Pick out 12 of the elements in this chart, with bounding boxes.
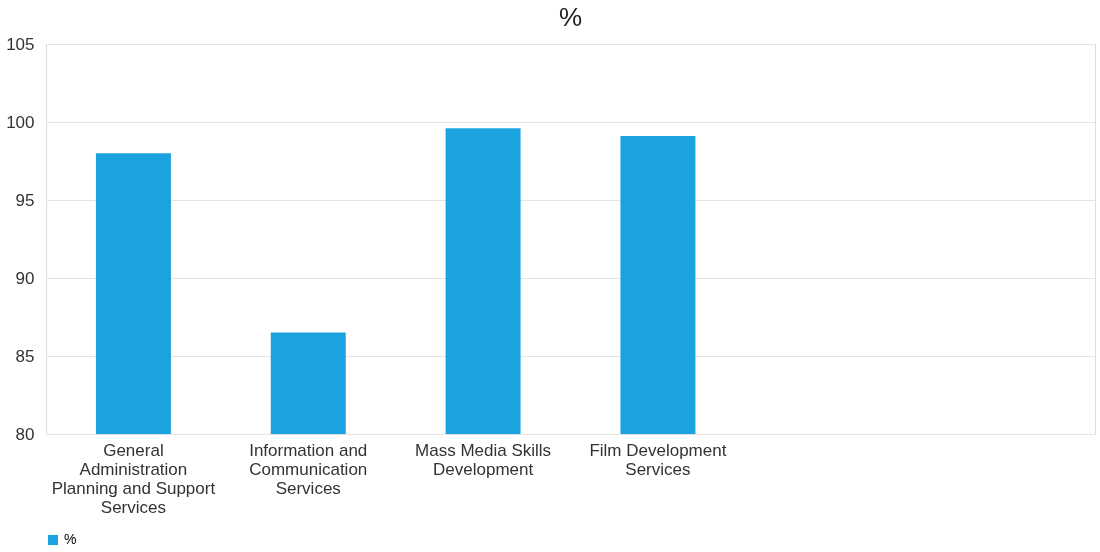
y-tick-label: 80 (15, 424, 35, 444)
chart-title: % (558, 2, 583, 32)
x-tick-label: Mass Media Skills Development (415, 440, 552, 479)
x-tick-label: General Administration Planning and Support Services (51, 440, 216, 517)
y-tick-label: 95 (15, 190, 35, 210)
y-tick-label: 105 (6, 34, 35, 54)
legend-label: % (64, 531, 77, 547)
x-tick-label: Film Development Services (589, 440, 727, 479)
y-tick-label: 100 (6, 112, 35, 132)
y-tick-label: 85 (15, 346, 35, 366)
y-tick-label: 90 (15, 268, 35, 288)
x-tick-label: Information and Communication Services (249, 440, 368, 498)
